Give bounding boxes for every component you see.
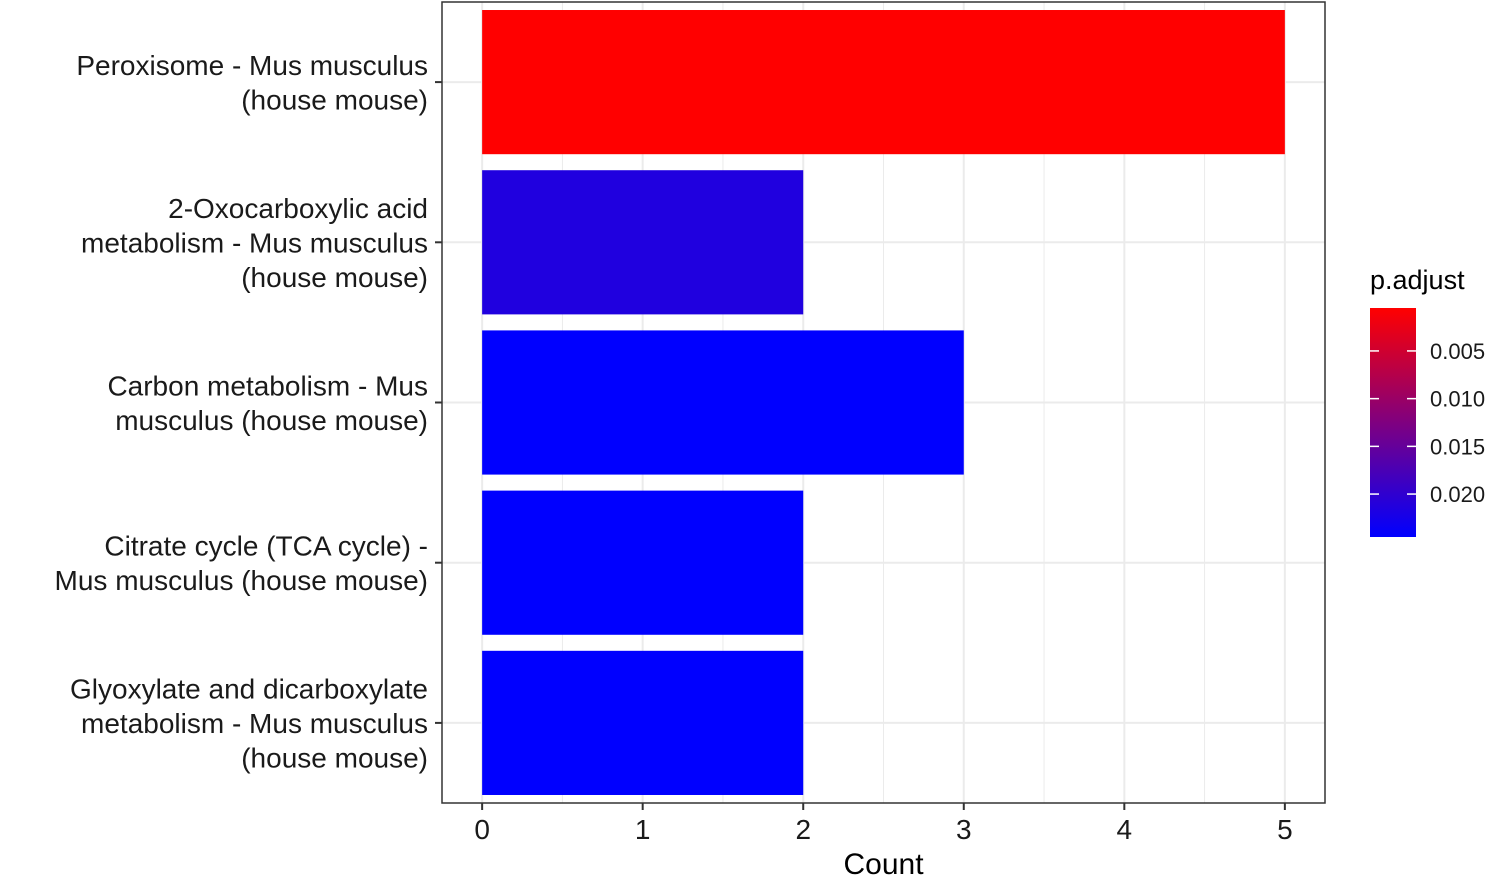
y-tick-label-line: Glyoxylate and dicarboxylate	[70, 673, 428, 704]
x-tick-label: 1	[635, 814, 651, 845]
x-tick-label: 5	[1277, 814, 1293, 845]
bars	[482, 10, 1285, 795]
y-axis: Peroxisome - Mus musculus (house mouse)2-…	[55, 50, 442, 773]
x-tick-label: 2	[795, 814, 811, 845]
y-tick-label-line: musculus (house mouse)	[115, 405, 428, 436]
y-tick-label-line: Mus musculus (house mouse)	[55, 565, 428, 596]
y-tick-label-line: metabolism - Mus musculus	[81, 227, 428, 258]
bar	[482, 330, 964, 475]
legend-colorbar	[1370, 308, 1416, 537]
y-tick-label: Carbon metabolism - Mus musculus (house m…	[107, 370, 428, 436]
y-tick-label: Glyoxylate and dicarboxylate metabolism -…	[70, 673, 428, 773]
bar	[482, 650, 804, 795]
y-tick-label-line: Peroxisome - Mus musculus	[76, 50, 428, 81]
x-axis-title: Count	[843, 848, 924, 877]
y-tick-label-line: (house mouse)	[241, 84, 428, 115]
y-tick-label: Citrate cycle (TCA cycle) - Mus musculus …	[55, 530, 428, 596]
legend-tick-label: 0.020	[1430, 482, 1485, 507]
y-tick-label-line: 2-Oxocarboxylic acid	[168, 193, 428, 224]
x-tick-label: 4	[1117, 814, 1133, 845]
legend-ticks: 0.005 0.010 0.015 0.020	[1370, 339, 1485, 507]
y-tick-label-line: (house mouse)	[241, 742, 428, 773]
y-tick-label-line: Carbon metabolism - Mus	[107, 370, 428, 401]
legend-tick-label: 0.015	[1430, 434, 1485, 459]
x-tick-label: 3	[956, 814, 972, 845]
bar	[482, 490, 804, 635]
legend-title: p.adjust	[1370, 265, 1465, 295]
y-tick-label-line: (house mouse)	[241, 262, 428, 293]
legend: p.adjust 0.005 0.010 0.015 0.020	[1370, 265, 1485, 537]
legend-tick-label: 0.005	[1430, 339, 1485, 364]
y-tick-label: 2-Oxocarboxylic acid metabolism - Mus mus…	[81, 193, 428, 293]
x-tick-label: 0	[474, 814, 490, 845]
y-tick-label: Peroxisome - Mus musculus (house mouse)	[76, 50, 428, 116]
y-tick-label-line: metabolism - Mus musculus	[81, 708, 428, 739]
x-axis: 0 1 2 3 4 5	[474, 803, 1293, 845]
legend-tick-label: 0.010	[1430, 387, 1485, 412]
bar	[482, 170, 804, 315]
bar	[482, 10, 1285, 155]
y-tick-label-line: Citrate cycle (TCA cycle) -	[104, 530, 428, 561]
